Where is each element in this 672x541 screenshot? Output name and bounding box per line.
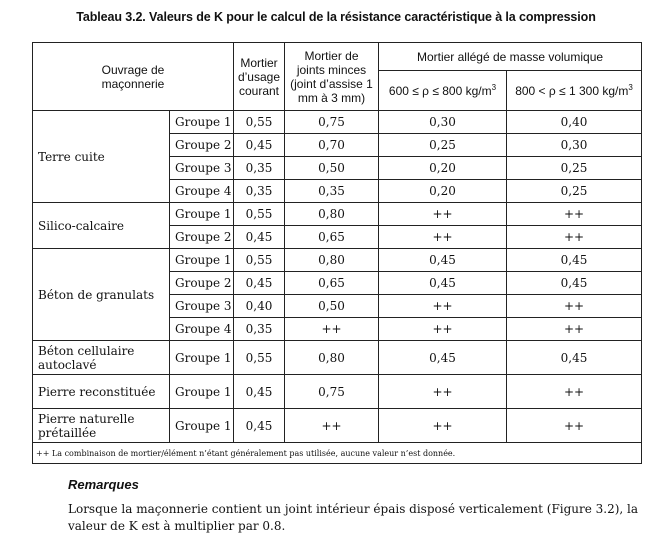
value-cell: 0,55 [233, 202, 285, 226]
value-cell: 0,80 [284, 340, 379, 375]
value-cell: 0,45 [233, 133, 285, 157]
table-row: Groupe 2 0,45 0,65 0,45 0,45 [33, 271, 642, 295]
value-cell: ++ [378, 374, 507, 409]
table-row: Groupe 3 0,40 0,50 ++ ++ [33, 294, 642, 318]
table-row: Groupe 2 0,45 0,70 0,25 0,30 [33, 133, 642, 157]
unit-exponent: 3 [491, 82, 497, 92]
value-cell: 0,40 [233, 294, 285, 318]
value-cell: 0,65 [284, 225, 379, 249]
value-cell: 0,25 [506, 179, 642, 203]
table-row: Pierre naturelle prétaillée Groupe 1 0,45 +… [32, 408, 642, 443]
value-cell: 0,45 [378, 340, 507, 375]
value-cell: ++ [378, 408, 507, 443]
group-cell: Groupe 4 [169, 317, 234, 341]
header-ouvrage: Ouvrage de maçonnerie [32, 42, 234, 111]
value-cell: 0,45 [233, 225, 285, 249]
header-allege-high-text: 800 < ρ ≤ 1 300 kg/m [515, 83, 629, 98]
material-cell: Pierre naturelle prétaillée [32, 408, 170, 443]
value-cell: 0,50 [284, 294, 379, 318]
material-cell: Pierre reconstituée [32, 374, 170, 409]
value-cell: ++ [378, 317, 507, 341]
value-cell: ++ [378, 225, 507, 249]
remarks-title: Remarques [68, 477, 139, 492]
group-cell: Groupe 1 [169, 248, 234, 272]
group-cell: Groupe 1 [169, 340, 234, 375]
value-cell: 0,45 [233, 271, 285, 295]
value-cell: ++ [506, 225, 642, 249]
value-cell: 0,65 [284, 271, 379, 295]
table-row: Béton cellulaire autoclavé Groupe 1 0,55 0,… [32, 340, 642, 375]
value-cell: 0,25 [506, 156, 642, 180]
value-cell: 0,55 [233, 340, 285, 375]
header-mortier-courant: Mortier d’usage courant [233, 42, 285, 111]
unit-exponent: 3 [628, 82, 633, 92]
value-cell: 0,75 [284, 374, 379, 409]
table-row: Groupe 3 0,35 0,50 0,20 0,25 [33, 156, 642, 180]
value-cell: ++ [506, 202, 642, 226]
value-cell: 0,70 [284, 133, 379, 157]
remarks-text: Lorsque la maçonnerie contient un joint … [68, 502, 639, 533]
value-cell: 0,45 [378, 248, 507, 272]
header-allege-low-text: 600 ≤ ρ ≤ 800 kg/m [388, 83, 492, 98]
value-cell: 0,35 [284, 179, 379, 203]
table-row: Groupe 4 0,35 0,35 0,20 0,25 [33, 179, 642, 203]
value-cell: 0,80 [284, 202, 379, 226]
value-cell: ++ [506, 374, 642, 409]
table-row: Béton de granulats Groupe 1 0,55 0,80 0,45 0,… [32, 248, 642, 341]
group-cell: Groupe 2 [169, 271, 234, 295]
header-allege-low: 600 ≤ ρ ≤ 800 kg/m3 [378, 70, 507, 111]
group-cell: Groupe 1 [169, 408, 234, 443]
value-cell: 0,45 [378, 271, 507, 295]
table-row: Terre cuite Groupe 1 0,55 0,75 0,30 0,40 [32, 110, 642, 203]
table-note: ++ La combinaison de mortier/élément n’é… [32, 442, 642, 464]
table-row: Pierre reconstituée Groupe 1 0,45 0,75 ++ ++ [32, 374, 642, 409]
value-cell: 0,45 [233, 408, 285, 443]
value-cell: ++ [378, 294, 507, 318]
header-joints-minces: Mortier de joints minces (joint d’assise… [284, 42, 379, 111]
material-cell: Béton de granulats [32, 248, 170, 341]
group-cell: Groupe 3 [169, 156, 234, 180]
value-cell: ++ [506, 294, 642, 318]
value-cell: 0,75 [284, 110, 379, 134]
value-cell: 0,20 [378, 179, 507, 203]
group-cell: Groupe 1 [169, 374, 234, 409]
header-allege-high: 800 < ρ ≤ 1 300 kg/m3 [506, 70, 642, 111]
group-cell: Groupe 2 [169, 133, 234, 157]
value-cell: 0,35 [233, 179, 285, 203]
value-cell: 0,35 [233, 156, 285, 180]
group-cell: Groupe 4 [169, 179, 234, 203]
value-cell: 0,45 [506, 340, 642, 375]
value-cell: ++ [506, 408, 642, 443]
group-cell: Groupe 1 [169, 110, 234, 134]
material-cell: Béton cellulaire autoclavé [32, 340, 170, 375]
group-cell: Groupe 1 [169, 202, 234, 226]
value-cell: ++ [284, 317, 379, 341]
value-cell: 0,55 [233, 248, 285, 272]
value-cell: 0,80 [284, 248, 379, 272]
k-values-table: Ouvrage de maçonnerie Mortier d’usage co… [32, 42, 642, 464]
table-row: Silico-calcaire Groupe 1 0,55 0,80 ++ ++ [32, 202, 642, 249]
value-cell: 0,50 [284, 156, 379, 180]
header-mortier-allege: Mortier allégé de masse volumique [378, 42, 642, 71]
table-row: Groupe 2 0,45 0,65 ++ ++ [33, 225, 642, 249]
value-cell: 0,45 [506, 271, 642, 295]
value-cell: ++ [506, 317, 642, 341]
value-cell: 0,30 [378, 110, 507, 134]
value-cell: 0,35 [233, 317, 285, 341]
table-body: Terre cuite Groupe 1 0,55 0,75 0,30 0,40 Group… [32, 110, 642, 443]
material-cell: Silico-calcaire [32, 202, 170, 249]
table-title: Tableau 3.2. Valeurs de K pour le calcul… [76, 10, 596, 24]
value-cell: 0,40 [506, 110, 642, 134]
value-cell: 0,45 [506, 248, 642, 272]
value-cell: ++ [378, 202, 507, 226]
value-cell: 0,45 [233, 374, 285, 409]
material-cell: Terre cuite [32, 110, 170, 203]
group-cell: Groupe 3 [169, 294, 234, 318]
value-cell: 0,30 [506, 133, 642, 157]
value-cell: 0,55 [233, 110, 285, 134]
value-cell: 0,20 [378, 156, 507, 180]
group-cell: Groupe 2 [169, 225, 234, 249]
value-cell: ++ [284, 408, 379, 443]
value-cell: 0,25 [378, 133, 507, 157]
